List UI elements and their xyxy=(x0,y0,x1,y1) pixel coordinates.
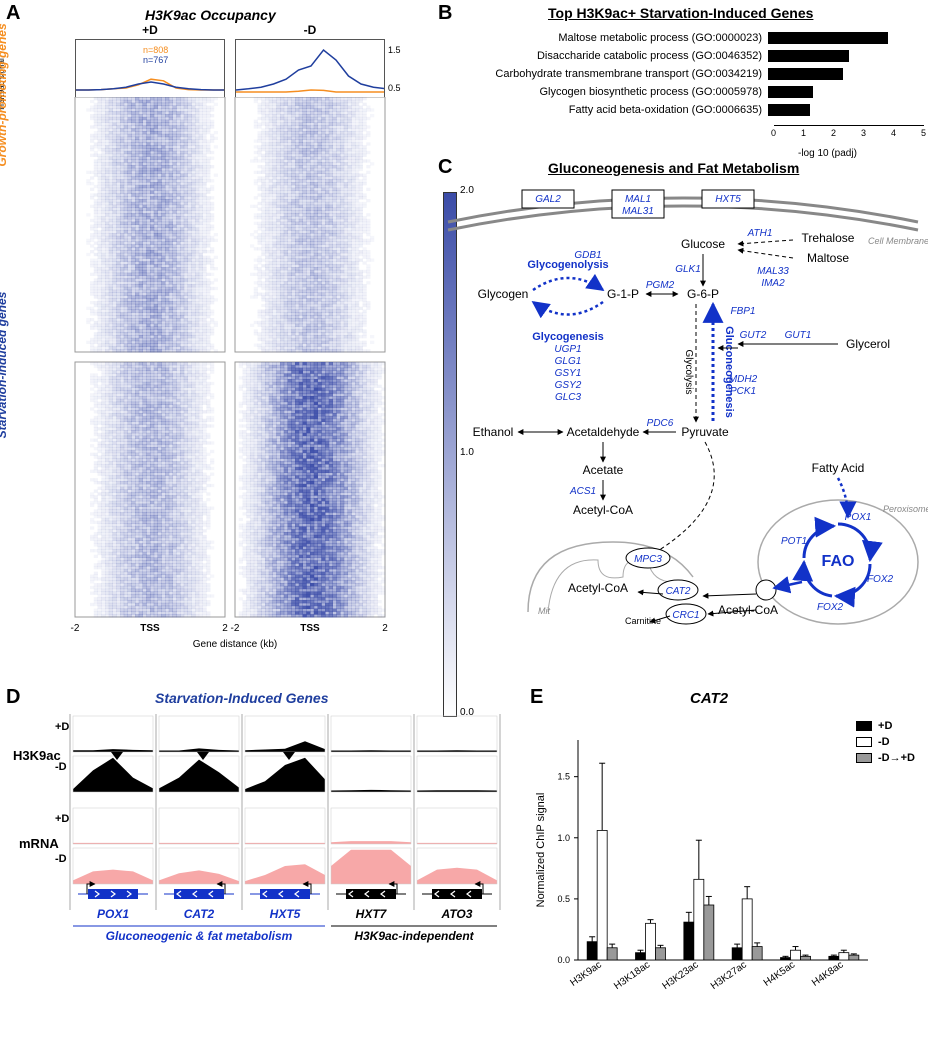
panel-d-tracks: H3K9acmRNA+D-D+D-DPOX1CAT2HXT5HXT7ATO3Gl… xyxy=(5,710,505,1050)
go-term-bar xyxy=(768,104,810,116)
go-term-bar xyxy=(768,86,813,98)
panel-a-heatmaps: -2TSS2-2TSS2Gene distance (kb) xyxy=(65,97,405,657)
profile-ytick-lo: 0.5 xyxy=(388,83,401,93)
panel-a-cond-plusd: +D xyxy=(75,23,225,37)
panel-d-title: Starvation-Induced Genes xyxy=(155,690,328,706)
go-term-label: Glycogen biosynthetic process (GO:000597… xyxy=(458,86,768,98)
go-term-label: Disaccharide catabolic process (GO:00463… xyxy=(458,50,768,62)
panel-a: H3K9ac Occupancy NormalizedH3K9ac signal… xyxy=(5,5,415,660)
legend-row: -D→+D xyxy=(856,752,915,764)
go-term-label: Carbohydrate transmembrane transport (GO… xyxy=(458,68,768,80)
panel-c-diagram: Cell MembraneGAL2MAL1MAL31HXT5GlucoseTre… xyxy=(438,182,928,662)
panel-e-title: CAT2 xyxy=(690,690,728,707)
panel-b-chart: Maltose metabolic process (GO:0000023) Di… xyxy=(458,29,918,139)
legend-row: +D xyxy=(856,720,915,732)
panel-a-profile-minusd xyxy=(235,39,385,99)
go-term-label: Maltose metabolic process (GO:0000023) xyxy=(458,32,768,44)
go-term-bar xyxy=(768,50,849,62)
legend-n808: n=808 n=767 xyxy=(143,45,168,65)
legend-row: -D xyxy=(856,736,915,748)
panel-e: CAT2 0.00.51.01.5Normalized ChIP signalH… xyxy=(530,690,925,1040)
panel-c-title: Gluconeogenesis and Fat Metabolism xyxy=(548,160,799,176)
panel-b-title: Top H3K9ac+ Starvation-Induced Genes xyxy=(548,5,813,21)
profile-ytick-hi: 1.5 xyxy=(388,45,401,55)
panel-b: Top H3K9ac+ Starvation-Induced Genes Mal… xyxy=(438,5,923,150)
panel-a-group-growth: Growth-promoting genes xyxy=(0,0,9,215)
panel-a-heatmap-area: -2TSS2-2TSS2Gene distance (kb) 2.0 1.0 0… xyxy=(65,97,405,652)
panel-a-profile-area: +D -D 1.5 0.5 n=808 n=767 xyxy=(65,25,385,95)
go-term-bar xyxy=(768,32,888,44)
go-term-label: Fatty acid beta-oxidation (GO:0006635) xyxy=(458,104,768,116)
panel-c: Gluconeogenesis and Fat Metabolism Cell … xyxy=(438,160,928,660)
panel-a-group-starv: Starvation-induced genes xyxy=(0,245,9,485)
go-term-bar xyxy=(768,68,843,80)
panel-a-title: H3K9ac Occupancy xyxy=(145,7,276,23)
panel-a-cond-minusd: -D xyxy=(235,23,385,37)
panel-e-legend: +D -D -D→+D xyxy=(856,720,915,768)
panel-d: Starvation-Induced Genes H3K9acmRNA+D-D+… xyxy=(5,690,505,1040)
